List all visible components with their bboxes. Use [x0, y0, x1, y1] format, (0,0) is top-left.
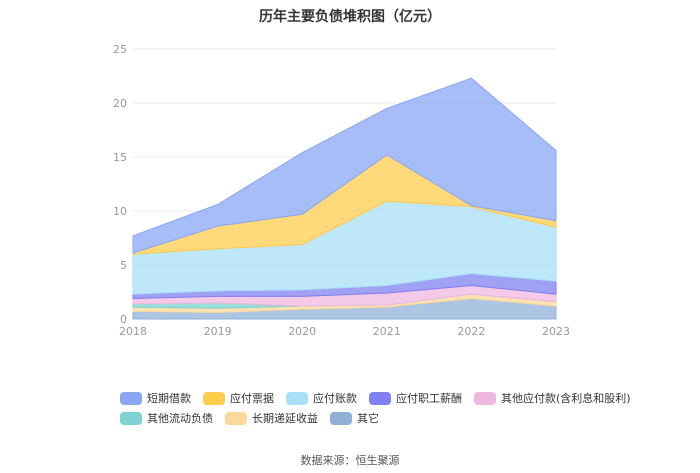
- area-layer: [132, 77, 557, 320]
- x-tick-label: 2021: [373, 325, 401, 338]
- area-series-短期借款: [132, 77, 557, 254]
- x-tick-label: 2022: [457, 325, 485, 338]
- legend-label: 应付账款: [313, 392, 357, 405]
- legend-item[interactable]: 其它: [330, 410, 379, 426]
- chart-title: 历年主要负债堆积图（亿元）: [259, 9, 441, 25]
- y-tick-label: 15: [113, 151, 127, 164]
- legend-label: 应付票据: [230, 392, 274, 405]
- y-tick-label: 25: [113, 43, 127, 56]
- x-tick-label: 2018: [119, 325, 147, 338]
- legend-item[interactable]: 长期递延收益: [225, 410, 318, 426]
- legend-item[interactable]: 应付票据: [203, 390, 274, 406]
- axis-layer: 0 5 10 15 20 25 2018 2019 2020 2021 2022 2023: [113, 43, 570, 338]
- legend-label: 其他流动负债: [147, 412, 213, 425]
- legend-item[interactable]: 短期借款: [120, 390, 191, 406]
- y-tick-label: 0: [120, 313, 127, 326]
- legend-label: 短期借款: [147, 392, 191, 405]
- data-source: 数据来源：恒生聚源: [300, 454, 400, 467]
- legend-swatch: [330, 411, 352, 425]
- x-tick-label: 2023: [542, 325, 570, 338]
- legend-item[interactable]: 其他流动负债: [120, 410, 213, 426]
- legend-swatch: [286, 391, 308, 405]
- legend-label: 长期递延收益: [252, 412, 318, 425]
- y-tick-label: 20: [113, 97, 127, 110]
- y-tick-label: 10: [113, 205, 127, 218]
- legend-swatch: [120, 391, 142, 405]
- legend-swatch: [120, 411, 142, 425]
- legend-label: 应付职工薪酬: [396, 392, 462, 405]
- x-tick-label: 2019: [204, 325, 232, 338]
- legend-swatch: [474, 391, 496, 405]
- x-tick-label: 2020: [288, 325, 316, 338]
- legend-item[interactable]: 应付职工薪酬: [369, 390, 462, 406]
- legend-item[interactable]: 应付账款: [286, 390, 357, 406]
- legend-label: 其他应付款(含利息和股利): [501, 392, 631, 405]
- legend-item[interactable]: 其他应付款(含利息和股利): [474, 390, 631, 406]
- legend-label: 其它: [357, 412, 379, 425]
- legend-row-2: 其他流动负债 长期递延收益 其它: [120, 408, 600, 428]
- legend-swatch: [203, 391, 225, 405]
- legend-row-1: 短期借款 应付票据 应付账款 应付职工薪酬 其他应付款(含利息和股利): [120, 388, 631, 408]
- legend-swatch: [225, 411, 247, 425]
- legend: 短期借款 应付票据 应付账款 应付职工薪酬 其他应付款(含利息和股利) 其他流动负债 长期…: [120, 388, 631, 428]
- legend-swatch: [369, 391, 391, 405]
- y-tick-label: 5: [120, 259, 127, 272]
